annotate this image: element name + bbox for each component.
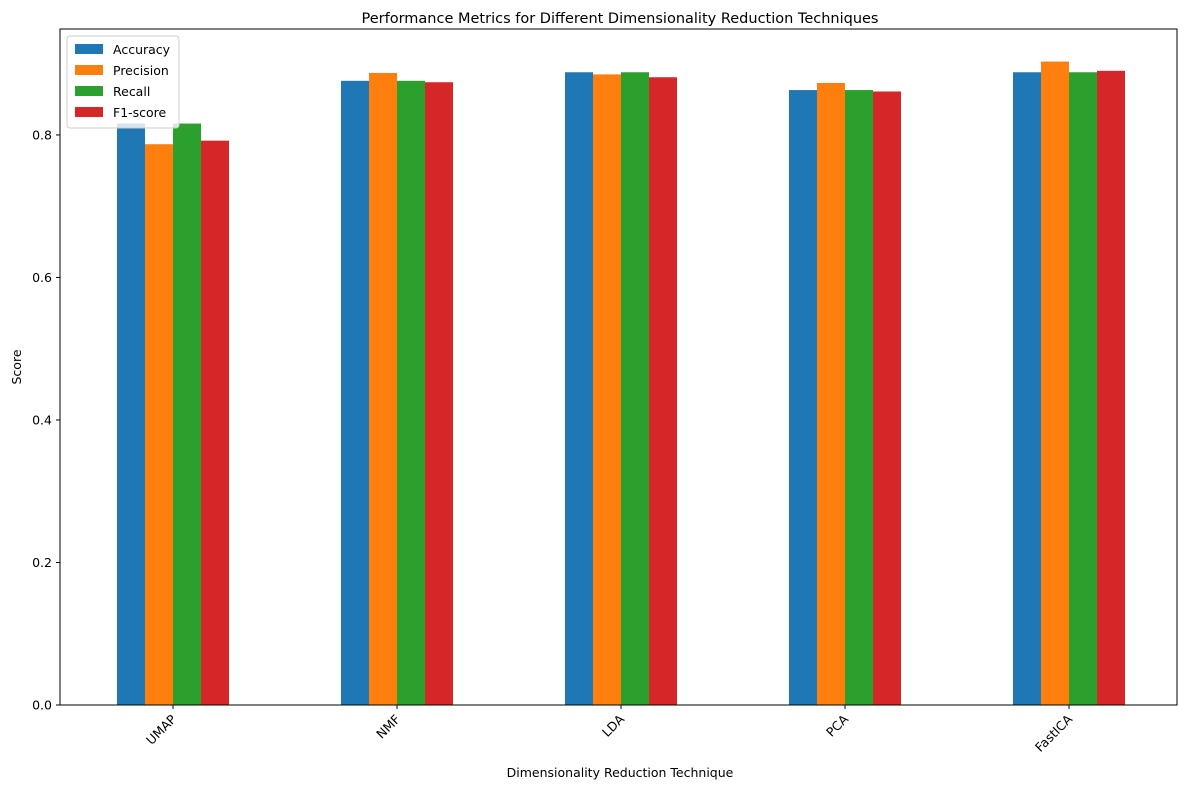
bar-f1-score-pca xyxy=(873,91,901,706)
legend-swatch-f1-score xyxy=(75,107,103,117)
bar-precision-lda xyxy=(593,74,621,705)
bar-accuracy-fastica xyxy=(1013,72,1041,706)
legend-swatch-accuracy xyxy=(75,44,103,54)
y-tick-label: 0.6 xyxy=(32,270,52,285)
y-tick-label: 0.8 xyxy=(32,127,52,142)
legend: Accuracy Precision Recall F1-score xyxy=(66,35,180,129)
legend-box xyxy=(66,35,180,129)
y-axis: 0.0 0.2 0.4 0.6 0.8 xyxy=(32,127,60,713)
bar-precision-pca xyxy=(817,82,845,706)
legend-label-accuracy: Accuracy xyxy=(113,42,171,57)
bar-recall-lda xyxy=(621,72,649,706)
bar-accuracy-umap xyxy=(117,123,145,706)
bar-accuracy-nmf xyxy=(341,80,369,706)
bar-precision-nmf xyxy=(369,72,397,705)
bar-accuracy-lda xyxy=(565,72,593,706)
plot-frame xyxy=(59,28,1178,706)
bar-f1-score-nmf xyxy=(425,82,453,705)
x-axis-label: Dimensionality Reduction Technique xyxy=(507,765,734,780)
bar-precision-fastica xyxy=(1041,61,1069,705)
y-axis-label: Score xyxy=(9,349,24,384)
chart-title: Performance Metrics for Different Dimens… xyxy=(362,11,879,27)
bar-f1-score-fastica xyxy=(1097,70,1125,706)
legend-label-recall: Recall xyxy=(113,84,150,99)
bars-group xyxy=(117,61,1125,706)
bar-precision-umap xyxy=(145,144,173,706)
bar-f1-score-umap xyxy=(201,140,229,705)
bar-f1-score-lda xyxy=(649,77,677,705)
legend-label-precision: Precision xyxy=(113,63,169,78)
y-tick-label: 0.0 xyxy=(32,698,52,713)
bar-recall-fastica xyxy=(1069,72,1097,706)
bar-accuracy-pca xyxy=(789,90,817,706)
y-tick-label: 0.2 xyxy=(32,555,52,570)
bar-recall-nmf xyxy=(397,80,425,706)
legend-label-f1-score: F1-score xyxy=(113,105,167,120)
legend-swatch-precision xyxy=(75,65,103,75)
bar-recall-umap xyxy=(173,123,201,706)
y-tick-label: 0.4 xyxy=(32,412,52,427)
legend-swatch-recall xyxy=(75,86,103,96)
bar-recall-pca xyxy=(845,90,873,706)
